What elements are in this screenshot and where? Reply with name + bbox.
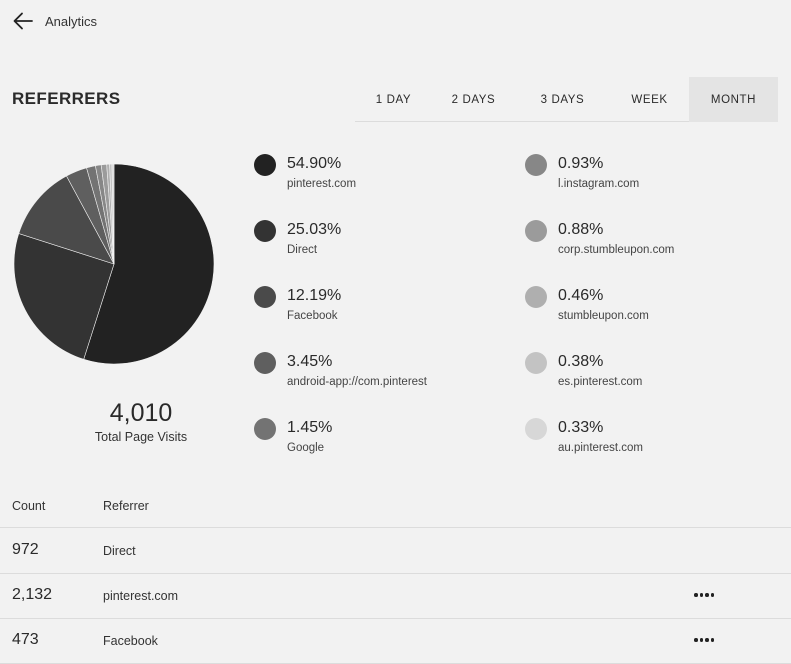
legend-item: 0.33% au.pinterest.com: [525, 418, 755, 462]
legend-swatch: [254, 286, 276, 308]
legend-label: Direct: [287, 244, 318, 256]
table-row[interactable]: 2,132 pinterest.com: [0, 574, 791, 619]
legend-percent: 0.33%: [558, 419, 604, 436]
pie-slice: [111, 163, 115, 265]
table-row[interactable]: 473 Facebook: [0, 619, 791, 664]
legend-label: Facebook: [287, 310, 338, 322]
legend-item: 1.45% Google: [254, 418, 484, 462]
total-page-visits-value: 4,010: [109, 399, 173, 427]
more-options-icon[interactable]: [690, 586, 718, 604]
table-header: Count Referrer: [0, 494, 791, 528]
legend-label: au.pinterest.com: [558, 442, 644, 454]
legend-swatch: [254, 352, 276, 374]
legend-item: 25.03% Direct: [254, 220, 484, 264]
legend-item: 54.90% pinterest.com: [254, 154, 484, 198]
more-options-icon[interactable]: [690, 631, 718, 649]
legend-item: 3.45% android-app://com.pinterest: [254, 352, 484, 396]
legend-label: Google: [287, 442, 325, 454]
legend-percent: 1.45%: [287, 419, 333, 436]
legend-swatch: [525, 154, 547, 176]
total-page-visits-label: Total Page Visits: [94, 430, 188, 444]
legend-label: corp.stumbleupon.com: [558, 244, 675, 256]
tab-week[interactable]: WEEK: [631, 93, 668, 106]
section-title: REFERRERS: [12, 89, 121, 108]
row-referrer: pinterest.com: [103, 589, 179, 603]
legend-percent: 12.19%: [287, 287, 342, 304]
legend-percent: 54.90%: [287, 155, 342, 172]
row-referrer: Direct: [103, 544, 136, 558]
legend-percent: 0.93%: [558, 155, 604, 172]
column-header-count: Count: [12, 499, 46, 513]
legend-percent: 0.46%: [558, 287, 604, 304]
row-referrer: Facebook: [103, 634, 158, 648]
time-range-tabs: 1 DAY 2 DAYS 3 DAYS WEEK MONTH: [355, 77, 778, 122]
legend-label: android-app://com.pinterest: [287, 376, 427, 388]
legend-item: 0.88% corp.stumbleupon.com: [525, 220, 755, 264]
tab-3-days[interactable]: 3 DAYS: [540, 93, 585, 106]
legend-swatch: [254, 220, 276, 242]
legend-swatch: [525, 418, 547, 440]
legend-swatch: [525, 286, 547, 308]
legend-swatch: [525, 352, 547, 374]
legend-label: l.instagram.com: [558, 178, 640, 190]
row-count: 2,132: [12, 586, 53, 603]
legend-percent: 0.88%: [558, 221, 604, 238]
page-title: Analytics: [45, 13, 98, 29]
legend-label: pinterest.com: [287, 178, 357, 190]
legend-swatch: [254, 154, 276, 176]
legend-swatch: [254, 418, 276, 440]
column-header-referrer: Referrer: [103, 499, 149, 513]
pie-slice: [13, 233, 115, 360]
legend-percent: 0.38%: [558, 353, 604, 370]
pie-slice: [18, 175, 115, 265]
row-count: 972: [12, 541, 39, 558]
row-count: 473: [12, 631, 39, 648]
table-row[interactable]: 972 Direct: [0, 529, 791, 574]
legend-item: 0.93% l.instagram.com: [525, 154, 755, 198]
legend-percent: 25.03%: [287, 221, 342, 238]
legend-label: stumbleupon.com: [558, 310, 649, 322]
legend-item: 0.46% stumbleupon.com: [525, 286, 755, 330]
pie-slice: [83, 163, 215, 365]
top-bar: Analytics: [12, 10, 97, 32]
referrers-pie-chart: [13, 163, 215, 365]
legend-swatch: [525, 220, 547, 242]
tab-month[interactable]: MONTH: [689, 77, 778, 122]
legend-item: 0.38% es.pinterest.com: [525, 352, 755, 396]
legend-label: es.pinterest.com: [558, 376, 643, 388]
tab-2-days[interactable]: 2 DAYS: [451, 93, 496, 106]
legend-item: 12.19% Facebook: [254, 286, 484, 330]
tab-1-day[interactable]: 1 DAY: [375, 93, 412, 106]
legend-percent: 3.45%: [287, 353, 333, 370]
arrow-left-icon[interactable]: [12, 10, 34, 32]
